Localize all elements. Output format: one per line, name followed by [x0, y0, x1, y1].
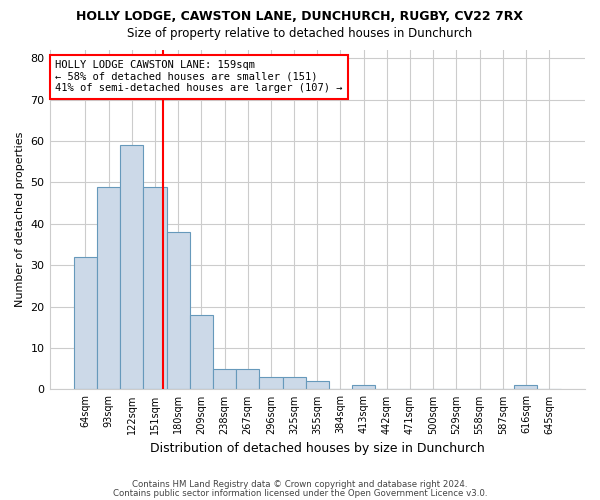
Bar: [120, 145, 143, 390]
Bar: [283, 377, 305, 390]
Bar: [213, 368, 236, 390]
Text: Contains HM Land Registry data © Crown copyright and database right 2024.: Contains HM Land Registry data © Crown c…: [132, 480, 468, 489]
Bar: [236, 368, 259, 390]
Text: HOLLY LODGE, CAWSTON LANE, DUNCHURCH, RUGBY, CV22 7RX: HOLLY LODGE, CAWSTON LANE, DUNCHURCH, RU…: [77, 10, 523, 23]
Bar: [143, 186, 167, 390]
Bar: [74, 257, 97, 390]
Bar: [352, 386, 375, 390]
X-axis label: Distribution of detached houses by size in Dunchurch: Distribution of detached houses by size …: [150, 442, 485, 455]
Bar: [167, 232, 190, 390]
Bar: [259, 377, 283, 390]
Bar: [97, 186, 120, 390]
Text: HOLLY LODGE CAWSTON LANE: 159sqm
← 58% of detached houses are smaller (151)
41% : HOLLY LODGE CAWSTON LANE: 159sqm ← 58% o…: [55, 60, 343, 94]
Bar: [514, 386, 538, 390]
Bar: [305, 381, 329, 390]
Y-axis label: Number of detached properties: Number of detached properties: [15, 132, 25, 308]
Bar: [190, 315, 213, 390]
Text: Size of property relative to detached houses in Dunchurch: Size of property relative to detached ho…: [127, 28, 473, 40]
Text: Contains public sector information licensed under the Open Government Licence v3: Contains public sector information licen…: [113, 489, 487, 498]
